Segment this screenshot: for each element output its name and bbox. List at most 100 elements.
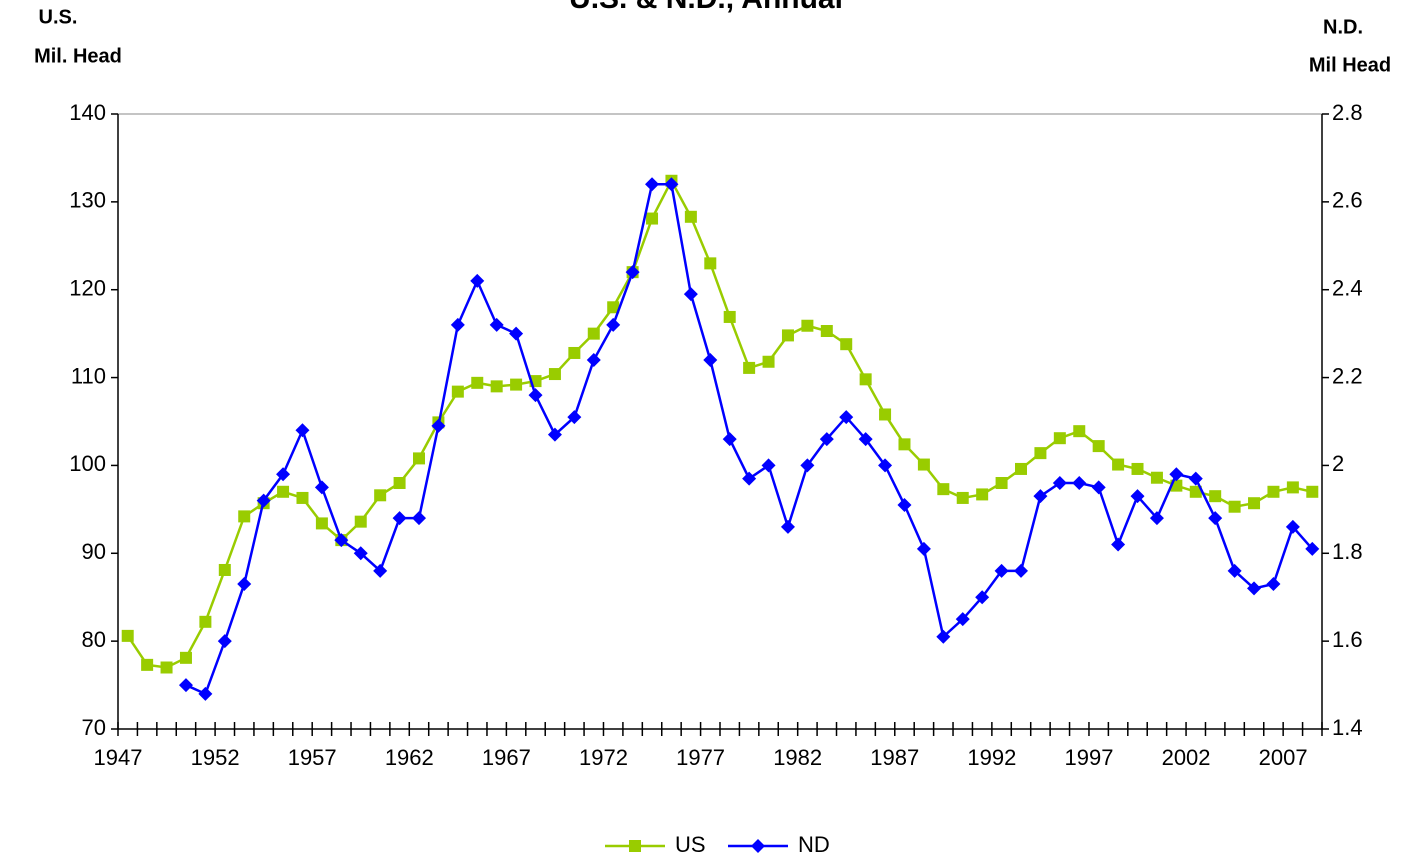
marker bbox=[314, 480, 329, 495]
y2-axis-label: Mil Head bbox=[1309, 54, 1391, 76]
marker bbox=[510, 378, 523, 391]
marker bbox=[295, 423, 310, 438]
y-tick-label: 140 bbox=[69, 100, 106, 125]
x-tick-label: 1957 bbox=[288, 745, 337, 770]
marker bbox=[898, 438, 911, 451]
marker bbox=[751, 839, 765, 853]
marker bbox=[839, 410, 854, 425]
marker bbox=[820, 325, 833, 338]
x-tick-label: 1992 bbox=[967, 745, 1016, 770]
marker bbox=[1150, 471, 1163, 484]
marker bbox=[392, 511, 407, 526]
x-tick-label: 1997 bbox=[1064, 745, 1113, 770]
legend-label: ND bbox=[798, 832, 830, 857]
marker bbox=[1014, 563, 1028, 578]
marker bbox=[277, 485, 290, 498]
marker bbox=[568, 346, 581, 359]
marker bbox=[858, 432, 873, 447]
marker bbox=[897, 497, 912, 512]
marker bbox=[1228, 500, 1241, 513]
chart-title: U.S. & N.D., Annual bbox=[569, 0, 843, 15]
marker bbox=[722, 432, 737, 447]
marker bbox=[859, 373, 872, 386]
marker bbox=[606, 317, 621, 332]
marker bbox=[237, 577, 252, 592]
series-line bbox=[126, 178, 1313, 669]
marker bbox=[1053, 432, 1066, 445]
marker bbox=[879, 408, 892, 421]
marker bbox=[936, 629, 951, 644]
marker bbox=[217, 634, 232, 649]
marker bbox=[723, 310, 736, 323]
y-axis-label: Mil. Head bbox=[34, 45, 122, 67]
x-tick-label: 2007 bbox=[1259, 745, 1308, 770]
y2-tick-label: 1.8 bbox=[1332, 539, 1363, 564]
marker bbox=[780, 519, 795, 534]
marker bbox=[374, 489, 387, 502]
marker bbox=[801, 319, 814, 332]
x-tick-label: 1952 bbox=[191, 745, 240, 770]
marker bbox=[955, 612, 970, 627]
marker bbox=[528, 388, 543, 403]
marker bbox=[762, 355, 775, 368]
marker bbox=[1131, 462, 1144, 475]
marker bbox=[1052, 476, 1067, 490]
marker bbox=[742, 471, 757, 486]
marker bbox=[878, 458, 893, 473]
legend-label: US bbox=[675, 832, 706, 857]
marker bbox=[218, 563, 231, 576]
marker bbox=[683, 287, 698, 302]
marker bbox=[548, 368, 561, 381]
marker bbox=[937, 483, 950, 496]
marker bbox=[1092, 440, 1105, 453]
marker bbox=[819, 432, 834, 447]
y2-tick-label: 2 bbox=[1332, 451, 1344, 476]
marker bbox=[547, 427, 562, 442]
marker bbox=[451, 385, 464, 398]
marker bbox=[629, 840, 641, 852]
marker bbox=[470, 273, 485, 288]
marker bbox=[567, 410, 582, 425]
marker bbox=[1015, 462, 1027, 475]
marker bbox=[625, 265, 640, 280]
marker bbox=[1072, 476, 1087, 490]
marker bbox=[509, 326, 524, 341]
y-axis-label: U.S. bbox=[39, 6, 78, 28]
marker bbox=[1285, 519, 1300, 534]
marker bbox=[160, 661, 173, 674]
series-line bbox=[185, 183, 1314, 696]
marker bbox=[975, 590, 990, 605]
y2-tick-label: 1.6 bbox=[1332, 627, 1363, 652]
x-tick-label: 1977 bbox=[676, 745, 725, 770]
marker bbox=[840, 338, 853, 351]
marker bbox=[703, 353, 718, 367]
marker bbox=[607, 301, 620, 314]
marker bbox=[353, 546, 368, 561]
marker bbox=[1130, 489, 1145, 504]
marker bbox=[334, 533, 349, 548]
marker bbox=[664, 177, 679, 192]
y2-tick-label: 2.2 bbox=[1332, 363, 1363, 388]
marker bbox=[1209, 490, 1222, 503]
x-tick-label: 2002 bbox=[1162, 745, 1211, 770]
marker bbox=[178, 678, 193, 693]
marker bbox=[393, 477, 406, 489]
marker bbox=[315, 517, 328, 530]
marker bbox=[141, 658, 154, 671]
marker bbox=[431, 418, 446, 433]
y-tick-label: 120 bbox=[69, 276, 106, 301]
marker bbox=[1149, 511, 1164, 526]
y2-tick-label: 2.6 bbox=[1332, 188, 1363, 213]
y-tick-label: 100 bbox=[69, 451, 106, 476]
marker bbox=[1111, 537, 1126, 552]
marker bbox=[1189, 485, 1202, 498]
x-tick-label: 1967 bbox=[482, 745, 531, 770]
marker bbox=[179, 651, 192, 664]
y2-tick-label: 2.4 bbox=[1332, 276, 1363, 301]
marker bbox=[1306, 485, 1319, 498]
marker bbox=[354, 515, 367, 528]
y-tick-label: 70 bbox=[82, 715, 106, 740]
marker bbox=[587, 327, 600, 340]
y-tick-label: 110 bbox=[71, 363, 106, 388]
